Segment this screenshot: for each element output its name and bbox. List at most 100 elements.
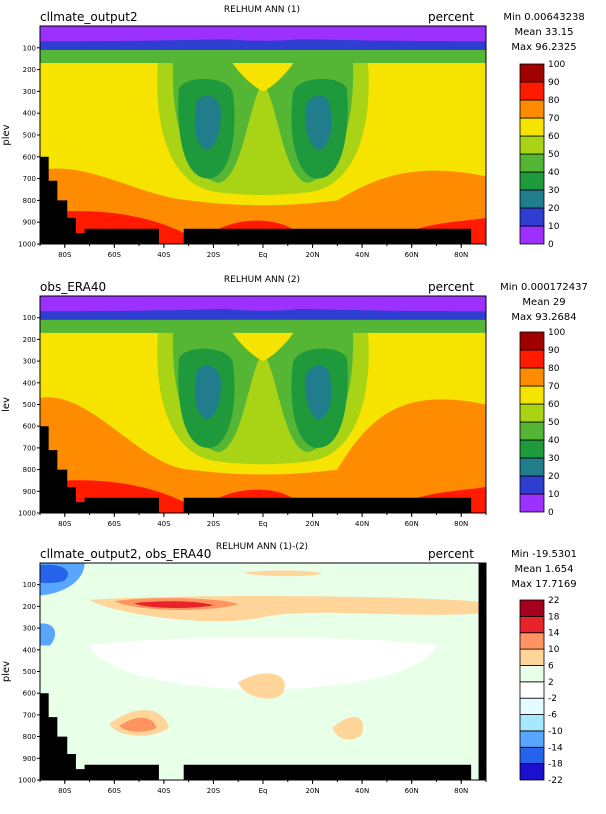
- y-tick-label: 600: [23, 690, 36, 698]
- colorbar-box: [519, 63, 545, 83]
- colorbar-label: 0: [548, 508, 554, 518]
- y-tick-label: 700: [23, 444, 36, 452]
- contour-fill: [40, 26, 486, 244]
- colorbar-box: [519, 681, 545, 699]
- colorbar-label: 30: [548, 186, 560, 196]
- x-tick-label: Eq: [259, 787, 268, 795]
- colorbar-box: [519, 117, 545, 137]
- colorbar-label: -6: [548, 711, 557, 721]
- x-tick-label: 20S: [207, 520, 221, 528]
- contour-fill: [40, 296, 486, 513]
- x-tick-label: 80N: [454, 251, 468, 259]
- x-tick-label: 40S: [157, 787, 171, 795]
- colorbar-label: 6: [548, 661, 554, 671]
- y-tick-label: 1000: [18, 241, 36, 249]
- colorbar-box: [519, 648, 545, 666]
- y-tick-label: 400: [23, 379, 36, 387]
- colorbar-box: [519, 599, 545, 617]
- y-tick-label: 200: [23, 336, 36, 344]
- left-title: cllmate_output2, obs_ERA40: [40, 547, 211, 561]
- y-tick-label: 600: [23, 153, 36, 161]
- left-title: obs_ERA40: [40, 280, 106, 294]
- center-title: RELHUM ANN (1): [224, 5, 300, 15]
- center-title: RELHUM ANN (1)-(2): [216, 542, 308, 552]
- y-tick-label: 700: [23, 711, 36, 719]
- colorbar-label: 14: [548, 629, 560, 639]
- colorbar-label: 90: [548, 78, 560, 88]
- stats-line: Max 17.7169: [511, 579, 576, 590]
- contour-region-8: [305, 95, 332, 150]
- colorbar-box: [519, 225, 545, 245]
- y-tick-label: 700: [23, 175, 36, 183]
- stats-line: Min -19.5301: [511, 549, 577, 560]
- colorbar-box: [519, 403, 545, 423]
- x-tick-label: 60N: [405, 520, 419, 528]
- colorbar-label: 40: [548, 168, 560, 178]
- contour-region-13: [243, 570, 323, 577]
- y-tick-label: 100: [23, 314, 36, 322]
- contour-region-1: [89, 637, 437, 690]
- x-tick-label: 60N: [405, 787, 419, 795]
- y-tick-label: 100: [23, 44, 36, 52]
- topography-mask: [40, 426, 472, 513]
- colorbar-label: 20: [548, 472, 560, 482]
- colorbar-label: 60: [548, 400, 560, 410]
- y-axis-label: lev: [1, 397, 12, 412]
- colorbar-label: 70: [548, 114, 560, 124]
- colorbar-label: 18: [548, 612, 560, 622]
- x-tick-label: 20N: [305, 251, 319, 259]
- stats-line: Min 0.000172437: [500, 282, 588, 293]
- x-tick-label: 60S: [108, 251, 122, 259]
- colorbar-label: -14: [548, 743, 563, 753]
- y-axis-label: plev: [1, 124, 12, 145]
- x-tick-label: Eq: [259, 520, 268, 528]
- y-tick-label: 900: [23, 755, 36, 763]
- colorbar-box: [519, 632, 545, 650]
- units-label: percent: [428, 547, 474, 561]
- chart-panel-3: 80S 60S 40S 20S Eq 20N 40N 60N 80N 100 200 300 400 50…: [1, 542, 577, 795]
- x-tick-label: 80N: [454, 787, 468, 795]
- x-tick-label: 20S: [207, 251, 221, 259]
- contour-region-4: [134, 601, 214, 608]
- y-tick-label: 900: [23, 488, 36, 496]
- colorbar-box: [519, 189, 545, 209]
- colorbar-box: [519, 367, 545, 387]
- colorbar-box: [519, 475, 545, 495]
- contour-region-14: [40, 296, 486, 312]
- colorbar-box: [519, 99, 545, 119]
- stats-line: Mean 33.15: [514, 27, 573, 38]
- y-tick-label: 300: [23, 625, 36, 633]
- colorbar-label: -2: [548, 694, 557, 704]
- colorbar-box: [519, 457, 545, 477]
- colorbar-label: 80: [548, 364, 560, 374]
- y-tick-label: 400: [23, 646, 36, 654]
- colorbar-label: -22: [548, 776, 563, 786]
- colorbar-label: -18: [548, 760, 563, 770]
- colorbar-label: 10: [548, 490, 560, 500]
- colorbar-box: [519, 135, 545, 155]
- contour-region-13: [40, 309, 486, 320]
- y-tick-label: 800: [23, 733, 36, 741]
- colorbar-label: 20: [548, 204, 560, 214]
- colorbar-box: [519, 615, 545, 634]
- colorbar-box: [519, 746, 545, 765]
- y-tick-label: 800: [23, 466, 36, 474]
- y-tick-label: 500: [23, 132, 36, 140]
- y-tick-label: 400: [23, 110, 36, 118]
- x-tick-label: 80S: [58, 251, 72, 259]
- colorbar-box: [519, 493, 545, 513]
- x-tick-label: 20N: [305, 787, 319, 795]
- colorbar-box: [519, 421, 545, 441]
- colorbar-box: [519, 207, 545, 227]
- x-tick-label: 80S: [58, 787, 72, 795]
- colorbar-box: [519, 81, 545, 101]
- colorbar-label: 70: [548, 382, 560, 392]
- colorbar-box: [519, 385, 545, 405]
- x-tick-label: 40N: [355, 520, 369, 528]
- units-label: percent: [428, 280, 474, 294]
- colorbar-label: -10: [548, 727, 563, 737]
- contour-region-7: [194, 95, 221, 150]
- units-label: percent: [428, 10, 474, 24]
- stats-line: Min 0.00643238: [503, 12, 584, 23]
